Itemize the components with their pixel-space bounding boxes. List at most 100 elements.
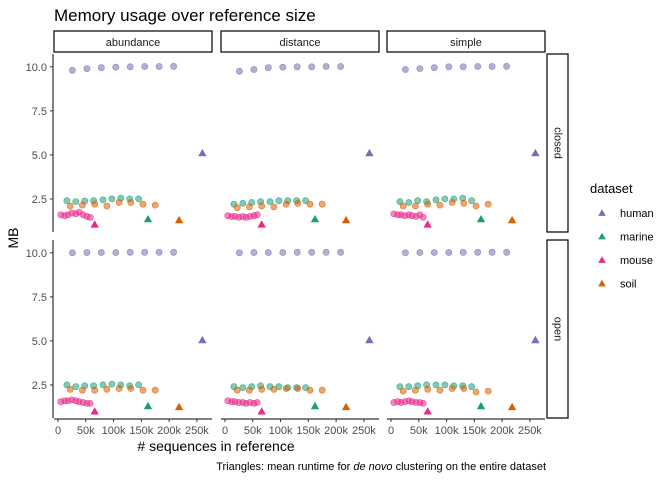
point-human: [293, 248, 301, 256]
point-soil: [399, 202, 407, 210]
triangle-marine: [310, 215, 320, 223]
caption-italic: de novo: [353, 461, 392, 473]
point-human: [474, 248, 482, 256]
legend-label-marine: marine: [620, 232, 654, 244]
panel-distance-closed: [224, 63, 374, 228]
triangle-mouse: [90, 220, 99, 228]
point-human: [293, 63, 301, 71]
x-tick-label: 250k: [185, 425, 209, 437]
strip-closed: closed: [546, 53, 569, 233]
point-soil: [151, 386, 159, 394]
point-human: [170, 248, 177, 256]
point-soil: [139, 200, 147, 208]
triangle-mouse: [257, 407, 266, 415]
point-human: [488, 63, 496, 70]
point-mouse: [419, 213, 427, 221]
point-human: [235, 249, 243, 257]
point-marine: [108, 195, 116, 203]
point-human: [416, 249, 424, 256]
point-marine: [135, 381, 142, 389]
point-human: [69, 249, 76, 257]
x-tick-label: 100k: [102, 425, 126, 437]
point-marine: [99, 381, 107, 389]
point-soil: [436, 201, 444, 209]
x-tick-label: 50k: [244, 425, 262, 437]
point-soil: [460, 385, 468, 392]
panel-simple-closed: [390, 62, 540, 228]
x-tick-label: 50k: [410, 425, 428, 437]
legend-key-soil: [598, 279, 606, 287]
point-soil: [399, 387, 407, 395]
point-human: [112, 249, 120, 256]
y-axis-open: 2.5 5.0 7.5 10.0: [26, 240, 54, 418]
strip-abundance: abundance: [53, 30, 213, 53]
strip-label-closed: closed: [552, 127, 564, 159]
x-tick-label: 100k: [269, 425, 293, 437]
triangle-marine: [476, 215, 486, 223]
point-soil: [424, 200, 432, 208]
point-marine: [99, 196, 107, 204]
y-tick-label: 10.0: [26, 62, 47, 74]
point-marine: [135, 195, 142, 203]
triangle-soil: [507, 215, 517, 224]
legend: dataset human marine mouse soil: [590, 181, 654, 291]
x-tick-label: 0: [222, 425, 228, 437]
y-axis-label: MB: [5, 228, 21, 249]
triangle-human: [198, 148, 207, 157]
point-mouse: [253, 399, 261, 406]
triangle-marine: [143, 215, 153, 223]
point-human: [459, 63, 467, 71]
point-human: [250, 249, 258, 256]
y-tick-label: 7.5: [32, 292, 47, 304]
point-soil: [91, 200, 99, 208]
point-soil: [79, 386, 86, 394]
point-soil: [472, 388, 480, 396]
point-human: [416, 65, 424, 72]
point-mouse: [86, 213, 94, 221]
x-axis-label: # sequences in reference: [137, 438, 294, 454]
point-marine: [405, 383, 413, 391]
point-human: [97, 249, 105, 256]
point-human: [322, 63, 330, 70]
point-soil: [448, 385, 456, 392]
triangle-mouse: [423, 407, 432, 415]
point-marine: [266, 198, 274, 205]
point-soil: [472, 202, 480, 210]
point-human: [474, 63, 482, 70]
point-human: [279, 249, 287, 256]
chart-title: Memory usage over reference size: [54, 6, 316, 25]
point-soil: [79, 201, 86, 209]
point-soil: [448, 199, 456, 206]
point-soil: [139, 386, 147, 394]
axes: 2.55.07.510.02.55.07.510.00 50k 100k 150k 20…: [26, 54, 545, 437]
point-human: [322, 248, 330, 256]
point-soil: [66, 202, 74, 210]
point-human: [170, 62, 177, 70]
legend-label-human: human: [620, 208, 654, 220]
panel-abundance-closed: [57, 62, 207, 228]
legend-key-mouse: [598, 256, 606, 263]
point-mouse: [86, 399, 94, 407]
x-axis-abundance: 0 50k 100k 150k 200k 250k: [54, 418, 212, 437]
point-soil: [233, 204, 241, 212]
point-soil: [460, 199, 468, 207]
triangle-mouse: [423, 220, 432, 228]
point-soil: [270, 385, 278, 393]
strip-label-distance: distance: [280, 37, 321, 49]
point-marine: [468, 197, 475, 205]
point-soil: [282, 200, 290, 208]
triangle-human: [365, 148, 374, 157]
point-soil: [103, 202, 111, 210]
x-tick-label: 150k: [462, 425, 486, 437]
x-tick-label: 50k: [77, 425, 95, 437]
point-human: [445, 249, 453, 256]
triangle-soil: [507, 402, 517, 411]
legend-key-human: [598, 209, 606, 216]
point-soil: [66, 385, 74, 393]
point-soil: [294, 199, 302, 207]
legend-key-marine: [598, 232, 606, 240]
triangle-marine: [310, 401, 320, 410]
point-human: [459, 248, 467, 256]
point-human: [503, 248, 510, 256]
